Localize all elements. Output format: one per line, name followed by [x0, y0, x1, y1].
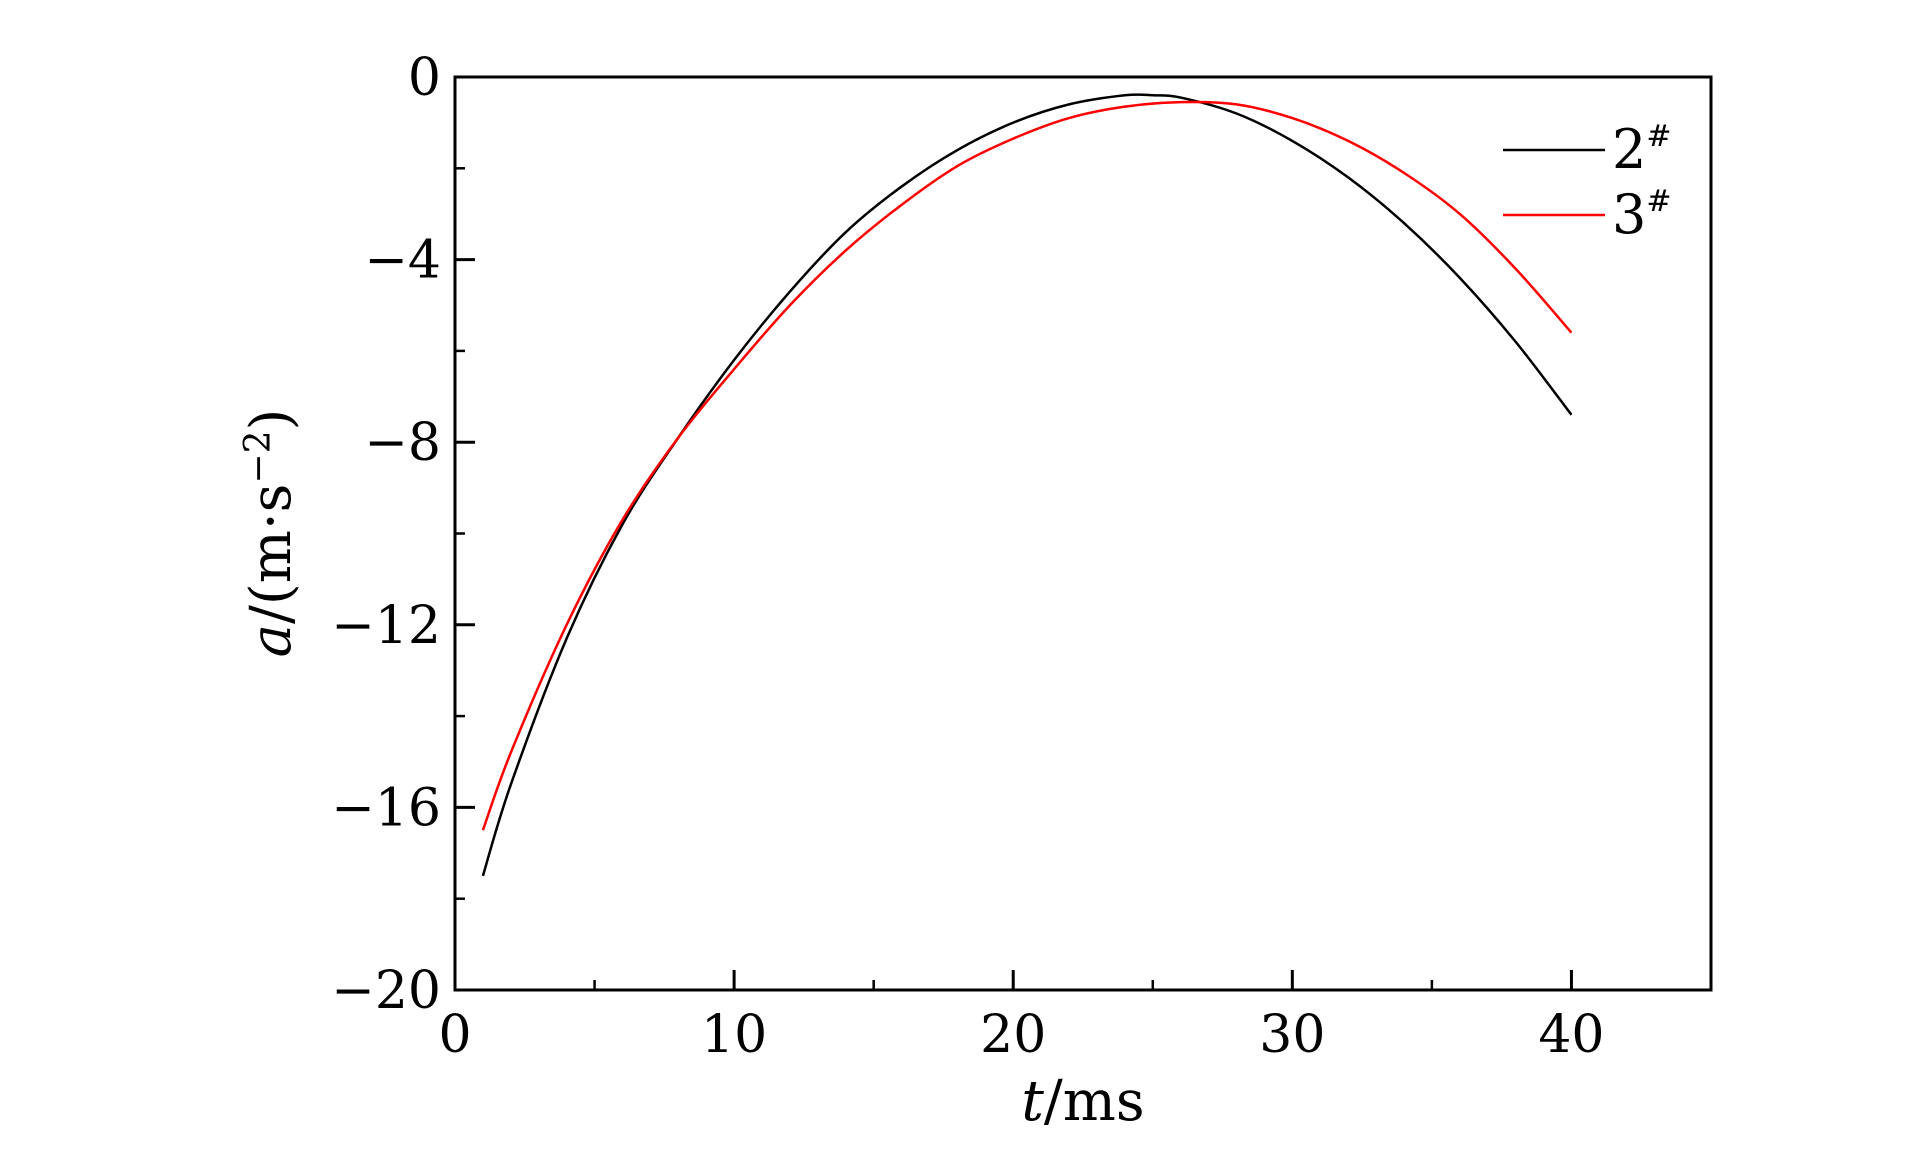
series-line-3	[481, 100, 1573, 831]
y-axis-exponent: −2	[238, 431, 279, 484]
y-axis-unit: /(m·s	[239, 484, 304, 624]
x-axis-title: t/ms	[1021, 1069, 1144, 1134]
x-tick-label: 30	[1259, 1005, 1325, 1065]
y-axis-close: )	[239, 409, 304, 431]
labels-layer: 0 10 20 30 40 0 −4 −8 −12 −16 −20	[331, 48, 1604, 1065]
y-axis-variable: a	[239, 624, 304, 657]
x-tick-label: 0	[438, 1005, 471, 1065]
x-tick-label: 20	[980, 1005, 1046, 1065]
legend-label-3: 3#	[1612, 183, 1672, 246]
x-axis-unit: /ms	[1044, 1069, 1145, 1134]
y-tick-label: −4	[364, 231, 441, 291]
y-tick-label: −12	[331, 596, 441, 656]
x-tick-label: 10	[701, 1005, 767, 1065]
series-layer	[481, 93, 1573, 877]
legend-label-2: 2#	[1612, 118, 1672, 181]
legend: 2#3#	[1503, 118, 1672, 246]
y-tick-label: −8	[364, 413, 441, 473]
y-tick-label: −20	[331, 961, 441, 1021]
plot-frame	[453, 75, 1713, 992]
x-tick-label: 40	[1538, 1005, 1604, 1065]
y-axis-title: a/(m·s−2)	[238, 409, 304, 658]
series-line-2	[481, 93, 1573, 877]
x-axis-variable: t	[1021, 1069, 1044, 1134]
y-tick-label: −16	[331, 778, 441, 838]
ticks-layer	[453, 75, 1573, 992]
y-tick-label: 0	[408, 48, 441, 108]
